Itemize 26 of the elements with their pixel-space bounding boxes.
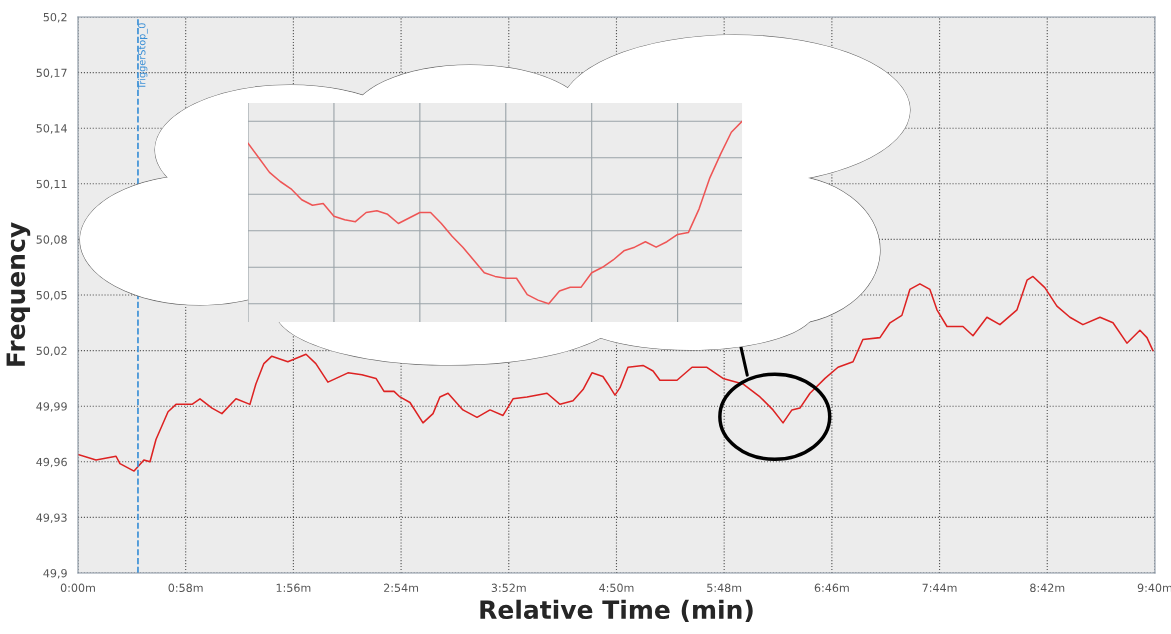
x-tick-label: 2:54m — [384, 583, 419, 593]
x-tick-label: 0:00m — [60, 583, 95, 593]
x-tick-label: 3:52m — [491, 583, 526, 593]
y-tick-label: 49,93 — [36, 513, 67, 523]
x-tick-label: 9:40m — [1137, 583, 1171, 593]
y-tick-label: 49,99 — [36, 402, 67, 412]
y-tick-label: 50,02 — [36, 346, 67, 357]
y-tick-label: 50,08 — [36, 235, 67, 245]
y-axis-title: Frequency — [6, 222, 31, 366]
y-tick-label: 50,14 — [36, 124, 67, 134]
line-series — [77, 275, 1154, 472]
x-axis-title: Relative Time (min) — [480, 599, 753, 623]
x-tick-label: 7:44m — [922, 583, 957, 592]
y-tick-label: 49,9 — [43, 568, 67, 579]
x-tick-label: 0:58m — [168, 583, 203, 593]
y-tick-label: 50,11 — [36, 179, 67, 190]
ref-line-label: TriggerStop_0 — [137, 23, 148, 90]
x-tick-label: 4:50m — [599, 583, 634, 593]
y-tick-label: 49,96 — [36, 457, 67, 468]
y-tick-label: 50,17 — [36, 68, 67, 79]
x-tick-label: 8:42m — [1030, 583, 1065, 593]
x-tick-label: 6:46m — [814, 583, 849, 593]
y-tick-label: 50,2 — [43, 12, 67, 23]
x-tick-label: 1:56m — [276, 583, 311, 593]
y-tick-label: 50,05 — [36, 290, 67, 301]
x-tick-label: 5:48m — [707, 583, 742, 593]
